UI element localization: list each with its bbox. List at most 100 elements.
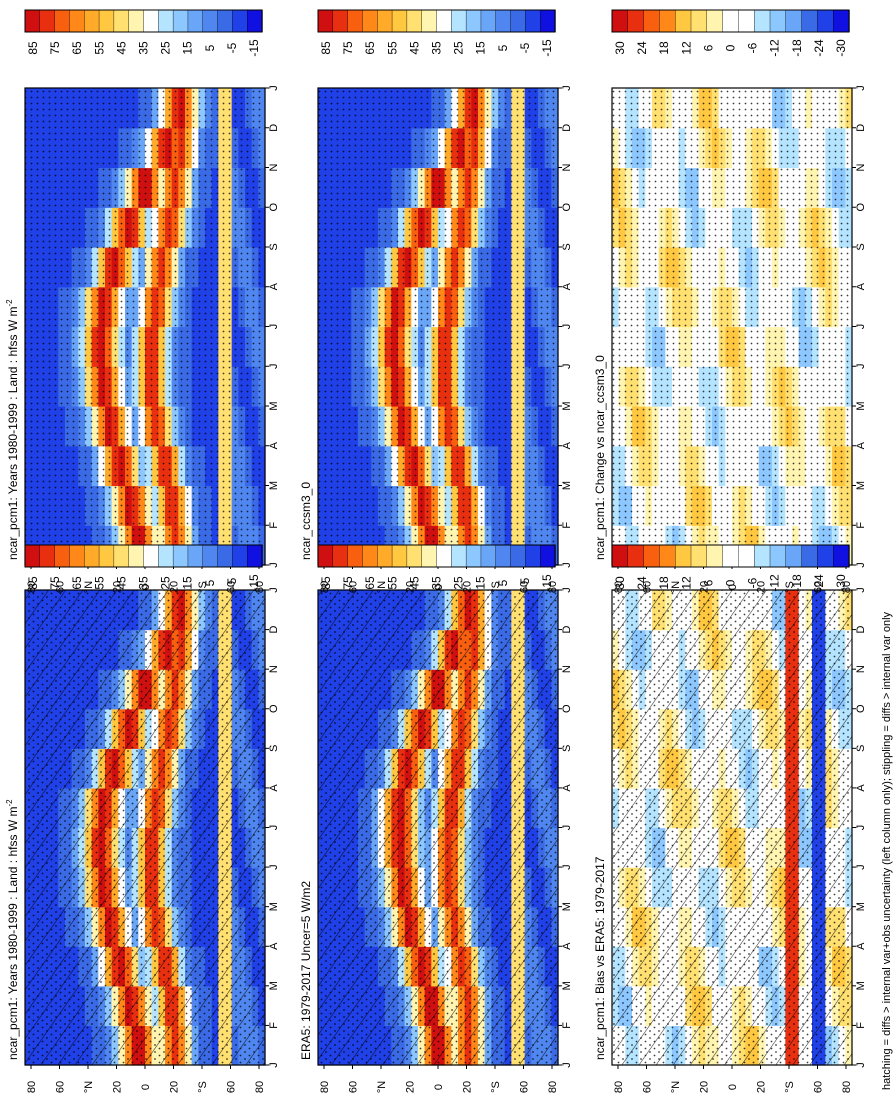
month-tick-label: M: [561, 401, 573, 410]
month-tick-label: A: [561, 942, 573, 950]
colorbar-swatch: [539, 544, 556, 568]
colorbar-label: 35: [137, 41, 151, 55]
colorbar-swatch: [436, 9, 453, 33]
lat-tick-label: 60: [813, 1081, 825, 1093]
colorbar-swatch: [84, 544, 100, 568]
lat-tick-label: 80: [613, 581, 625, 593]
colorbar-swatch: [317, 544, 334, 568]
footer-note: hatching = diffs > internal var+obs unce…: [881, 611, 893, 1090]
month-tick-label: J: [268, 864, 280, 870]
colorbar-swatch: [495, 9, 512, 33]
colorbar-swatch: [510, 9, 527, 33]
colorbar-label: -30: [834, 574, 848, 592]
colorbar-label: -5: [518, 42, 532, 53]
colorbar-swatch: [377, 9, 393, 33]
colorbar-swatch: [39, 544, 56, 568]
lat-tick-label: °N: [376, 581, 388, 593]
colorbar-swatch: [627, 544, 645, 568]
colorbar-mid-right: 30 24 18 12 6 0 -6 -12 -18 -24 -30: [611, 544, 850, 592]
colorbar-top-middle: 85 75 65 55 45 35 25 15 5 -5 -15: [317, 9, 556, 57]
colorbar-label: -12: [768, 574, 782, 592]
colorbar-swatch: [525, 9, 541, 33]
lat-tick-label: 60: [813, 581, 825, 593]
colorbar-label: 75: [48, 41, 62, 55]
colorbar-swatch: [627, 9, 645, 33]
lat-tick-label: 20: [462, 581, 474, 593]
colorbar-swatch: [539, 9, 556, 33]
colorbar-swatch: [84, 9, 100, 33]
colorbar-swatch: [143, 9, 160, 33]
lat-tick-label: 60: [519, 581, 531, 593]
panel-title: ncar_pcm1: Years 1980-1999 : Land : hfss…: [5, 299, 20, 560]
colorbar-swatch: [690, 544, 708, 568]
panel-ccsm3: 80 60 °N 20 0 20 °S 60 80JFMAMJJASONDJncar_ccsm3…: [299, 85, 573, 593]
month-tick-label: M: [855, 401, 867, 410]
month-tick-label: J: [268, 562, 280, 568]
lat-tick-label: 60: [348, 1081, 360, 1093]
lat-tick-label: 80: [26, 1081, 38, 1093]
colorbar-swatch: [480, 9, 497, 33]
colorbar-label: 85: [26, 576, 40, 590]
colorbar-frame: [317, 9, 556, 33]
month-tick-label: A: [268, 282, 280, 290]
colorbar-swatch: [69, 9, 85, 33]
month-tick-label: M: [561, 981, 573, 990]
panel-title: ncar_pcm1: Years 1980-1999 : Land : hfss…: [5, 799, 20, 1060]
colorbar-label: -5: [225, 577, 239, 588]
colorbar-label: -18: [790, 39, 804, 57]
lat-tick-label: 0: [433, 1084, 445, 1090]
colorbar-label: 24: [635, 576, 649, 590]
colorbar-label: 45: [407, 576, 421, 590]
colorbar-swatch: [187, 9, 204, 33]
month-tick-label: A: [561, 441, 573, 449]
colorbar-label: 18: [657, 576, 671, 590]
month-tick-label: J: [855, 364, 867, 370]
colorbar-label: 55: [92, 41, 106, 55]
colorbar-label: 75: [341, 41, 355, 55]
lat-tick-label: 20: [405, 1081, 417, 1093]
colorbar-swatch: [158, 9, 174, 33]
colorbar-label: 5: [496, 44, 510, 51]
colorbar-label: -12: [768, 39, 782, 57]
colorbar-label: 85: [319, 41, 333, 55]
month-tick-label: J: [268, 1062, 280, 1068]
stippling-overlay: [318, 88, 558, 565]
month-tick-label: J: [855, 825, 867, 831]
lat-tick-label: 80: [547, 581, 559, 593]
month-tick-label: A: [855, 784, 867, 792]
month-tick-label: J: [268, 364, 280, 370]
colorbar-label: 65: [70, 41, 84, 55]
colorbar-swatch: [785, 9, 803, 33]
month-tick-label: S: [855, 745, 867, 752]
colorbar-label: 35: [137, 576, 151, 590]
panel-era5: 80 60 °N 20 0 20 °S 60 80 J F M A M J J A S O N D J ERA5: 1979…: [299, 587, 573, 1093]
colorbar-swatch: [158, 544, 174, 568]
colorbar-swatch: [754, 544, 771, 568]
month-tick-label: D: [268, 124, 280, 132]
month-tick-label: M: [268, 981, 280, 990]
month-tick-label: A: [268, 942, 280, 950]
lat-tick-label: °S: [784, 1081, 796, 1093]
month-tick-label: J: [561, 825, 573, 831]
panel-ncar_pcm1_left: 80 60 °N 20 0 20 °S 60 80 J F M A M J J A S O N D Jncar_pcm1:…: [5, 587, 280, 1093]
colorbar-swatch: [833, 9, 850, 33]
colorbar-swatch: [317, 9, 334, 33]
colorbar-label: 15: [474, 576, 488, 590]
colorbar-label: 6: [701, 44, 715, 51]
month-tick-label: A: [855, 942, 867, 950]
colorbar-label: 18: [657, 41, 671, 55]
panel-ncar_pcm1_right: 80 60 °N 20 0 20 °S 60 80JFMAMJJASONDJncar_pcm1:…: [5, 85, 280, 593]
month-tick-label: A: [561, 282, 573, 290]
colorbar-label: -18: [790, 574, 804, 592]
panel-title: ncar_ccsm3_0: [299, 482, 313, 560]
month-tick-label: J: [561, 1062, 573, 1068]
colorbar-frame: [317, 544, 556, 568]
month-tick-label: S: [561, 243, 573, 250]
month-tick-label: N: [855, 163, 867, 171]
lat-tick-label: 80: [841, 1081, 853, 1093]
colorbar-label: 25: [452, 576, 466, 590]
lat-tick-label: 80: [547, 1081, 559, 1093]
colorbar-swatch: [54, 9, 71, 33]
month-tick-label: A: [855, 441, 867, 449]
month-tick-label: O: [268, 203, 280, 212]
